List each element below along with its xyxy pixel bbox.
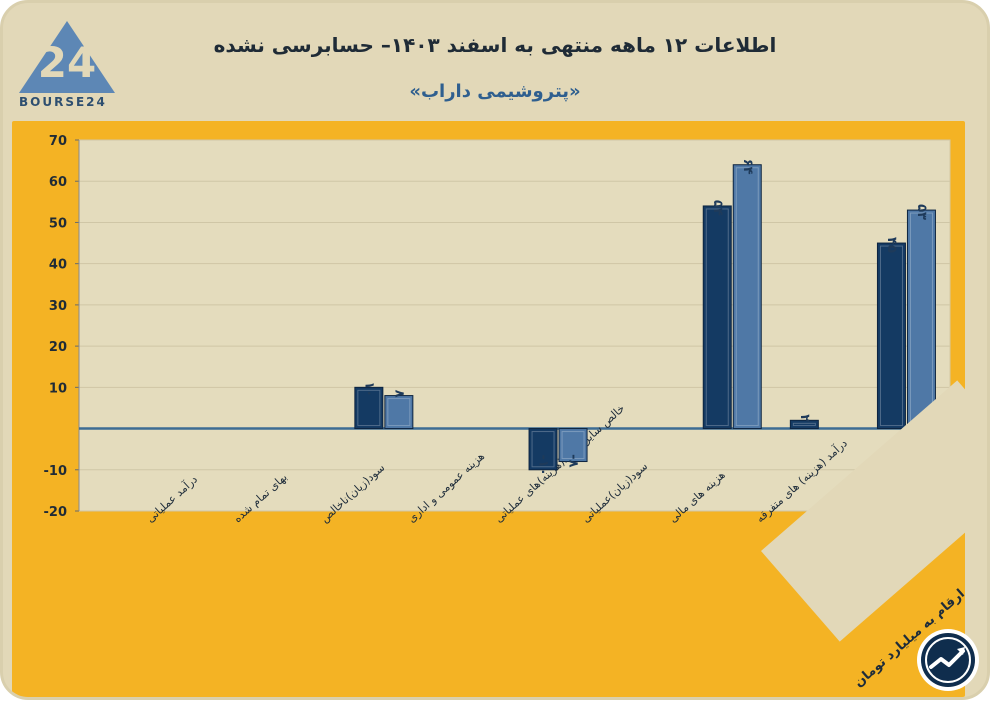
bar-series-1 xyxy=(876,242,906,430)
y-tick-label: 40 xyxy=(49,258,67,273)
chart-title: اطلاعات ۱۲ ماهه منتهی به اسفند ۱۴۰۳– حسا… xyxy=(213,33,777,57)
bar-bevel xyxy=(531,431,555,468)
bar-bevel xyxy=(387,398,411,427)
bar-series-2 xyxy=(558,428,588,463)
plot-area xyxy=(78,139,951,512)
logo-text: BOURSE24 xyxy=(19,95,107,109)
bar-series-2 xyxy=(384,395,414,430)
y-tick-label: -20 xyxy=(44,505,68,520)
data-label: ۴۵ xyxy=(884,237,899,253)
y-tick-label: 10 xyxy=(49,381,67,396)
data-label: ۸ xyxy=(391,390,406,398)
chart-subtitle: «پتروشیمی داراب» xyxy=(409,81,581,102)
bar-bevel xyxy=(561,431,585,460)
trend-icon xyxy=(921,633,975,687)
bar-series-1 xyxy=(789,419,819,430)
bar-bevel xyxy=(792,422,816,427)
data-label: -۸ xyxy=(566,454,581,467)
y-tick-label: 50 xyxy=(49,216,67,231)
bar-series-1 xyxy=(702,205,732,430)
data-label: -۱۰ xyxy=(536,455,551,476)
data-label: ۶۴ xyxy=(740,159,755,175)
bar-series-1 xyxy=(354,386,384,430)
bar-bevel xyxy=(705,208,729,427)
data-label: ۵۴ xyxy=(710,200,725,216)
bar-series-2 xyxy=(732,164,762,430)
data-label: ۲ xyxy=(797,414,812,422)
bourse24-logo: 24 xyxy=(19,21,115,93)
y-tick-label: 30 xyxy=(49,299,67,314)
y-tick-label: 60 xyxy=(49,175,67,190)
y-tick-label: 70 xyxy=(49,134,67,149)
bar-bevel xyxy=(879,245,903,427)
bar-series-1 xyxy=(528,428,558,471)
logo-mark: 24 xyxy=(38,38,96,87)
bar-series-2 xyxy=(906,209,936,430)
data-label: ۱۰ xyxy=(361,381,376,397)
bar-bevel xyxy=(735,167,759,427)
y-tick-label: 20 xyxy=(49,340,67,355)
bar-bevel xyxy=(357,389,381,427)
data-label: ۵۳ xyxy=(914,204,929,220)
y-tick-label: -10 xyxy=(44,464,68,479)
